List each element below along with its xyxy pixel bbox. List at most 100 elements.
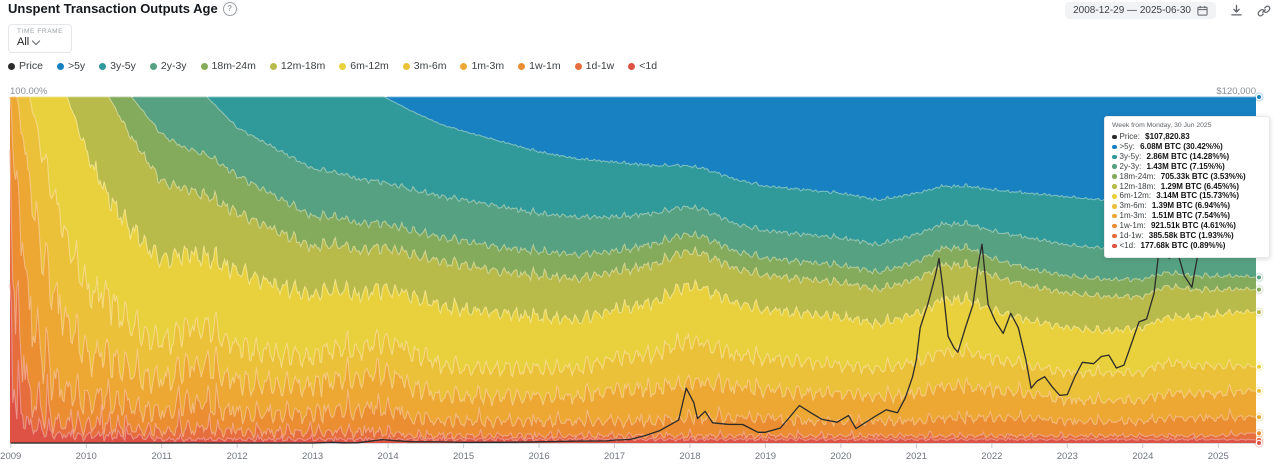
download-button[interactable] [1228, 3, 1244, 19]
endpoint-dot-1w-1m [1255, 429, 1263, 437]
legend-item-5y[interactable]: >5y [56, 60, 86, 72]
legend-item-3y-5y[interactable]: 3y-5y [99, 60, 136, 72]
date-range-picker[interactable]: 2008-12-29 — 2025-06-30 [1065, 2, 1216, 19]
band-area-3y-5y [10, 97, 1256, 253]
legend-item-label: Price [19, 60, 43, 72]
help-icon[interactable]: ? [222, 1, 237, 16]
legend-item-label: 18m-24m [211, 60, 256, 72]
tooltip-row-3y-5y: 3y-5y: 2.86M BTC (14.28%%) [1112, 152, 1262, 162]
tooltip-row-value: 1.39M BTC (6.94%%) [1149, 201, 1231, 211]
x-axis-tick-2014: 2014 [378, 451, 399, 462]
tooltip-series-dot-icon [1112, 174, 1117, 179]
tooltip-row-value: 1.51M BTC (7.54%%) [1149, 211, 1231, 221]
tooltip-row-label: >5y: [1119, 141, 1135, 151]
legend-dot-icon [149, 62, 157, 70]
legend-item-1m-3m[interactable]: 1m-3m [460, 60, 504, 72]
endpoint-dot-6m-12m [1255, 363, 1263, 370]
legend-item-label: 1d-1w [585, 60, 615, 72]
timeframe-label: TIME FRAME [17, 28, 64, 35]
legend-item-label: <1d [639, 60, 658, 72]
tooltip-series-dot-icon [1112, 134, 1117, 140]
band-top-edge-1m-3m [11, 96, 1257, 407]
tooltip-row-2y-3y: 2y-3y: 1.43M BTC (7.15%%) [1112, 162, 1262, 172]
legend-item-18m-24m[interactable]: 18m-24m [200, 60, 256, 72]
legend-item-2y-3y[interactable]: 2y-3y [149, 60, 187, 72]
x-axis-tick-2025: 2025 [1208, 451, 1229, 462]
x-axis-tick-2016: 2016 [528, 451, 549, 462]
x-axis-tick-2010: 2010 [76, 451, 97, 462]
legend-dot-icon [460, 62, 468, 70]
x-axis-tick-2009: 2009 [0, 451, 21, 462]
band-top-edge-3y-5y [208, 96, 1257, 204]
legend-item-label: 3m-6m [413, 60, 447, 72]
tooltip-row-1d: <1d: 177.68k BTC (0.89%%) [1112, 241, 1262, 251]
link-icon [1257, 5, 1271, 16]
tooltip-row-1w-1m: 1w-1m: 921.51k BTC (4.61%%) [1112, 221, 1262, 231]
band-top-edge-3m-6m [18, 96, 1257, 379]
tooltip-row-6m-12m: 6m-12m: 3.14M BTC (15.73%%) [1112, 191, 1262, 201]
endpoint-dot-1d [1255, 439, 1263, 447]
chart-tooltip: Week from Monday, 30 Jun 2025 Price: $10… [1104, 116, 1270, 258]
legend-item-1d-1w[interactable]: 1d-1w [574, 60, 615, 72]
tooltip-series-dot-icon [1112, 223, 1117, 229]
legend-item-6m-12m[interactable]: 6m-12m [339, 60, 389, 72]
legend-dot-icon [339, 62, 347, 70]
endpoint-dot-top [1255, 93, 1263, 101]
legend-dot-icon [200, 62, 208, 70]
legend-item-label: 1w-1m [529, 60, 561, 72]
endpoint-dot-1m-3m [1255, 413, 1263, 421]
band-area-1m-3m [10, 97, 1256, 428]
tooltip-row-5y: >5y: 6.08M BTC (30.42%%) [1112, 142, 1262, 152]
legend-dot-icon [269, 62, 277, 70]
legend-item-price[interactable]: Price [8, 60, 43, 72]
band-top-edge-12m-18m [68, 96, 1257, 301]
tooltip-row-label: 1d-1w: [1119, 231, 1144, 241]
legend-dot-icon [628, 62, 636, 70]
legend-dot-icon [402, 62, 410, 70]
band-top-edge-1d [9, 284, 1256, 443]
page-title-text: Unspent Transaction Outputs Age [8, 1, 218, 16]
legend-item-label: 1m-3m [471, 60, 505, 72]
tooltip-row-value: 6.08M BTC (30.42%%) [1137, 141, 1223, 151]
share-link-button[interactable] [1256, 3, 1272, 19]
legend-item-label: 2y-3y [160, 60, 187, 72]
tooltip-row-label: 3y-5y: [1119, 151, 1142, 161]
tooltip-series-dot-icon [1112, 204, 1117, 209]
page-title: Unspent Transaction Outputs Age ? [8, 1, 237, 16]
tooltip-row-label: <1d: [1119, 240, 1136, 250]
tooltip-row-label: 18m-24m: [1119, 171, 1156, 181]
legend-item-3m-6m[interactable]: 3m-6m [402, 60, 447, 72]
tooltip-row-label: 1w-1m: [1119, 221, 1146, 231]
legend-item-label: >5y [67, 60, 86, 72]
tooltip-row-18m-24m: 18m-24m: 705.33k BTC (3.53%%) [1112, 172, 1262, 182]
tooltip-row-12m-18m: 12m-18m: 1.29M BTC (6.45%%) [1112, 182, 1262, 192]
tooltip-series-dot-icon [1112, 243, 1117, 249]
header-actions: 2008-12-29 — 2025-06-30 [1065, 2, 1272, 19]
tooltip-row-value: 1.43M BTC (7.15%%) [1144, 161, 1225, 171]
y-axis-left-max-label: 100.00% [10, 86, 48, 97]
band-top-edge-2y-3y [133, 96, 1257, 254]
legend-item-12m-18m[interactable]: 12m-18m [269, 60, 326, 72]
band-top-edge-1d-1w [9, 149, 1257, 441]
timeframe-select[interactable]: TIME FRAME All [8, 24, 73, 53]
x-axis-tick-2021: 2021 [906, 451, 927, 462]
legend-item-label: 6m-12m [350, 60, 389, 72]
x-axis-tick-2023: 2023 [1057, 451, 1078, 462]
tooltip-series-dot-icon [1112, 164, 1117, 169]
legend-item-1w-1m[interactable]: 1w-1m [518, 60, 561, 72]
tooltip-series-dot-icon [1112, 144, 1117, 150]
band-top-edge-1w-1m [9, 96, 1257, 430]
legend-item-1d[interactable]: <1d [628, 60, 657, 72]
tooltip-row-1m-3m: 1m-3m: 1.51M BTC (7.54%%) [1112, 211, 1262, 221]
tooltip-row-value: 1.29M BTC (6.45%%) [1158, 181, 1239, 191]
legend-item-label: 12m-18m [280, 60, 326, 72]
tooltip-row-label: 3m-6m: [1119, 201, 1147, 211]
x-axis-tick-2022: 2022 [981, 451, 1002, 462]
tooltip-row-value: 3.14M BTC (15.73%%) [1154, 191, 1239, 201]
legend-dot-icon [8, 62, 15, 70]
endpoint-dot-2y-3y [1255, 274, 1263, 281]
tooltip-row-label: 1m-3m: [1119, 211, 1147, 221]
tooltip-series-dot-icon [1112, 194, 1117, 199]
